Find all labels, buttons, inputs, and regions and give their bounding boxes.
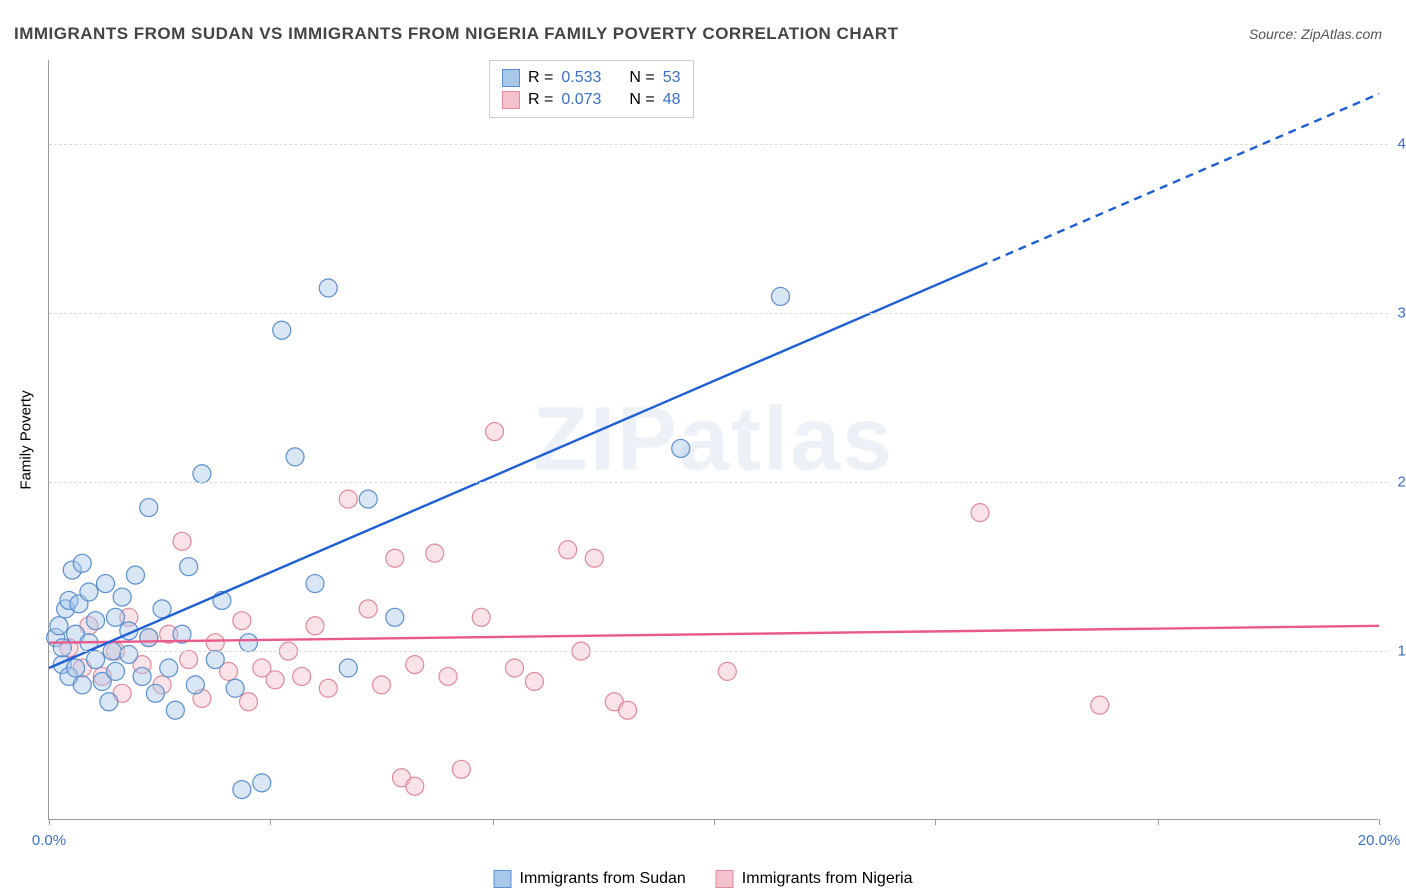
- r-value: 0.073: [561, 91, 601, 109]
- source-label: Source: ZipAtlas.com: [1249, 26, 1382, 42]
- scatter-svg: [49, 60, 1378, 819]
- x-tick: [1158, 819, 1159, 825]
- chart-title: IMMIGRANTS FROM SUDAN VS IMMIGRANTS FROM…: [14, 24, 899, 44]
- legend-item-sudan: Immigrants from Sudan: [494, 870, 686, 888]
- r-label: R =: [528, 69, 553, 87]
- stats-legend: R = 0.533 N = 53 R = 0.073 N = 48: [489, 60, 694, 118]
- gridline: [49, 144, 1388, 145]
- sudan-swatch-icon: [494, 870, 512, 888]
- x-tick-label: 0.0%: [32, 832, 66, 849]
- chart-plot-area: ZIPatlas R = 0.533 N = 53 R = 0.073 N = …: [48, 60, 1378, 820]
- x-tick-label: 20.0%: [1358, 832, 1401, 849]
- x-tick: [714, 819, 715, 825]
- r-label: R =: [528, 91, 553, 109]
- y-axis-label: Family Poverty: [18, 390, 35, 489]
- x-tick: [493, 819, 494, 825]
- stats-row-sudan: R = 0.533 N = 53: [502, 67, 681, 89]
- n-label: N =: [629, 69, 654, 87]
- x-tick: [49, 819, 50, 825]
- sudan-swatch: [502, 69, 520, 87]
- n-value: 48: [663, 91, 681, 109]
- legend-item-nigeria: Immigrants from Nigeria: [716, 870, 913, 888]
- stats-row-nigeria: R = 0.073 N = 48: [502, 89, 681, 111]
- r-value: 0.533: [561, 69, 601, 87]
- y-tick-label: 40.0%: [1397, 136, 1406, 153]
- y-tick-label: 20.0%: [1397, 474, 1406, 491]
- nigeria-swatch-icon: [716, 870, 734, 888]
- gridline: [49, 651, 1388, 652]
- gridline: [49, 482, 1388, 483]
- y-tick-label: 30.0%: [1397, 305, 1406, 322]
- x-tick: [1379, 819, 1380, 825]
- n-value: 53: [663, 69, 681, 87]
- y-tick-label: 10.0%: [1397, 643, 1406, 660]
- gridline: [49, 313, 1388, 314]
- legend-label: Immigrants from Sudan: [520, 870, 686, 888]
- legend-label: Immigrants from Nigeria: [742, 870, 913, 888]
- nigeria-swatch: [502, 91, 520, 109]
- x-tick: [935, 819, 936, 825]
- x-tick: [270, 819, 271, 825]
- n-label: N =: [629, 91, 654, 109]
- bottom-legend: Immigrants from Sudan Immigrants from Ni…: [494, 870, 913, 888]
